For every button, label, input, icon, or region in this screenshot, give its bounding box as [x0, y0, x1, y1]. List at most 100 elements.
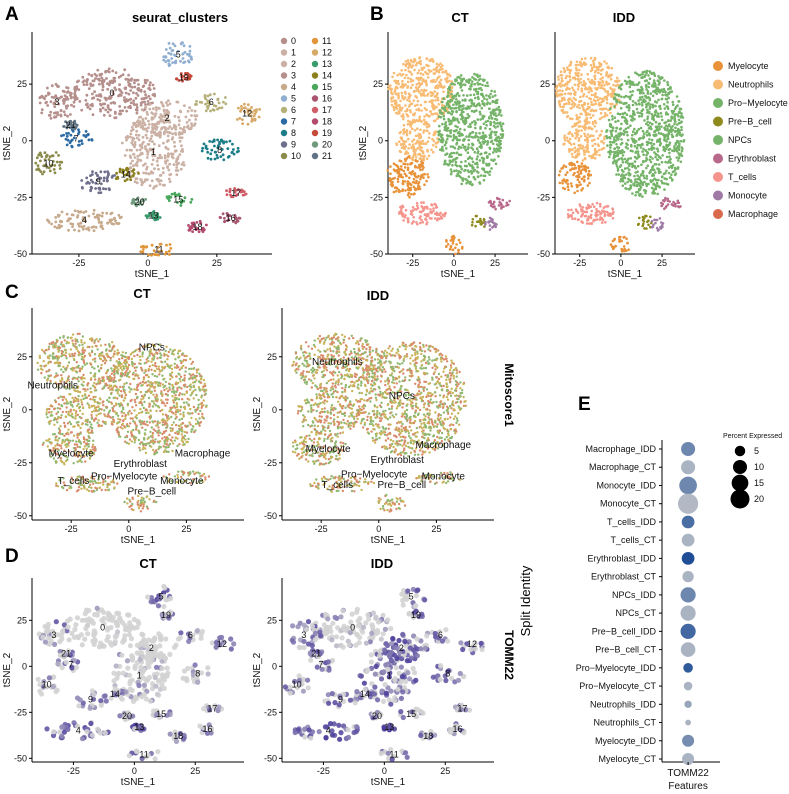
cluster-21-point [71, 126, 75, 130]
cluster-9-point [89, 178, 93, 182]
panel-b-idd-point [644, 191, 647, 195]
panel-b-idd-point [567, 216, 570, 219]
panel-b-ct-point [446, 243, 450, 246]
cluster-0-point [95, 94, 98, 97]
cluster-0-point [85, 80, 89, 83]
panel-b-idd-point [560, 93, 564, 96]
panel-b-idd-point [663, 79, 666, 82]
panel-b-idd-point [641, 108, 645, 111]
cluster-12-point [253, 118, 257, 122]
panel-b-idd-point [635, 184, 639, 188]
panel-b-idd-point [613, 147, 616, 151]
panel-b-idd-point [654, 120, 658, 124]
cluster-6-point [208, 93, 212, 97]
panel-b-idd-y-tick-label: -25 [537, 192, 550, 202]
panel-b-idd-point [667, 131, 671, 134]
cluster-1-point [128, 172, 132, 175]
panel-b-ct-point [406, 182, 409, 185]
cluster-5-point [174, 54, 177, 58]
panel-b-idd-point [579, 172, 583, 175]
cluster-0-point [83, 79, 86, 82]
panel-b-idd-point [657, 167, 660, 171]
panel-b-idd-point [672, 204, 675, 207]
panel-b-ct-point [425, 221, 429, 224]
panel-b-ct-point [441, 100, 444, 104]
panel-b-idd-point [657, 185, 660, 188]
cluster-0-point [74, 89, 77, 93]
panel-b-ct-point [424, 121, 427, 125]
cluster-1-point [125, 138, 128, 142]
panel-b-ct-point [416, 71, 420, 75]
panel-a-y-tick-label: 0 [22, 136, 27, 146]
panel-b-idd-point [632, 182, 636, 186]
panel-b-idd-point [668, 90, 672, 94]
panel-b-ct-point [419, 72, 423, 75]
panel-b-ct-point [406, 76, 410, 80]
panel-b-idd-point [595, 208, 598, 211]
panel-b-idd-point [571, 211, 575, 215]
cluster-4-point [71, 225, 74, 229]
panel-b-ct-point [492, 221, 495, 225]
panel-b-idd-point [634, 166, 638, 170]
cluster-3-point [49, 110, 53, 114]
cluster-2-point [177, 133, 181, 136]
panel-b-ct-point [418, 157, 422, 160]
cluster-2-point [165, 120, 168, 124]
panel-b-ct-point [476, 155, 480, 158]
panel-b-ct-point [410, 127, 414, 131]
cluster-1-point [133, 156, 137, 159]
panel-b-ct-point [461, 78, 465, 81]
panel-b-idd-point [595, 150, 599, 153]
panel-c-ct-point [60, 368, 63, 371]
legend-swatch-3 [280, 72, 288, 79]
panel-b-ct-point [473, 109, 477, 113]
panel-b-ct-point [414, 156, 418, 159]
panel-b-ct-point [429, 91, 432, 94]
panel-b-ct-point [460, 167, 464, 171]
panel-b-idd-point [642, 160, 645, 164]
panel-b-ct-y-tick-label: -25 [370, 192, 383, 202]
cluster-5-point [188, 45, 192, 48]
panel-b-ct-point [442, 97, 445, 100]
cluster-0-point [96, 98, 100, 101]
cluster-1-point [135, 136, 139, 140]
panel-b-idd-point [654, 186, 658, 189]
panel-b-idd-point [647, 182, 650, 186]
panel-b-idd-point [580, 188, 583, 192]
cluster-3-point [70, 103, 73, 107]
panel-b-idd-point [623, 131, 627, 134]
cluster-0-point [80, 108, 84, 112]
legend-swatch-celltype [713, 153, 723, 164]
panel-b-idd-point [645, 134, 649, 137]
panel-b-ct-point [407, 191, 411, 195]
cluster-7-point [65, 143, 69, 147]
cluster-9-point [103, 170, 107, 174]
panel-b-idd-point [666, 83, 670, 86]
cluster-12-point [253, 109, 256, 112]
cluster-4-point [55, 226, 59, 230]
panel-b-idd-point [634, 194, 637, 197]
cluster-4-point [100, 224, 104, 228]
panel-b-idd-point [655, 178, 658, 182]
panel-b-idd-point [655, 226, 659, 230]
panel-b-ct-point [482, 161, 485, 165]
panel-b-ct-point [465, 182, 468, 185]
panel-b-idd-point [617, 157, 621, 161]
cluster-8-point [212, 138, 216, 142]
cluster-1-point [152, 186, 156, 190]
panel-b-ct-point [398, 149, 402, 153]
panel-b-idd-point [611, 217, 615, 220]
panel-b-idd-point [657, 88, 661, 92]
panel-b-idd-point [655, 218, 659, 222]
panel-b-idd-point [580, 112, 583, 116]
cluster-15-point [178, 194, 182, 198]
panel-b-idd-point [645, 105, 648, 109]
panel-b-idd-point [578, 106, 581, 110]
panel-b-ct-point [406, 163, 409, 166]
panel-b-ct-point [490, 202, 494, 206]
cluster-3-point [66, 97, 70, 101]
cluster-14-point [118, 170, 122, 174]
panel-b-ct-point [425, 63, 428, 67]
cluster-1-point [135, 148, 139, 152]
cluster-1-point [145, 136, 149, 140]
